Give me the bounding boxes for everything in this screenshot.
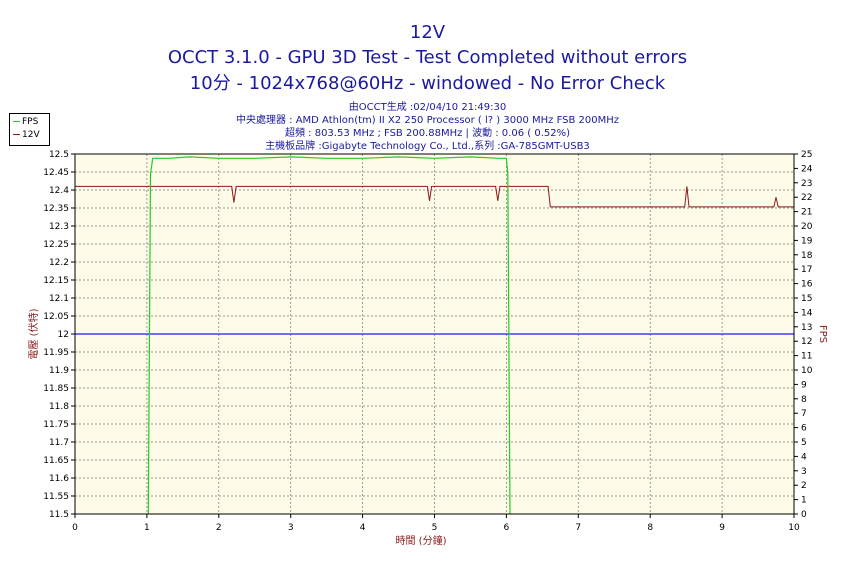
y-left-tick-label: 11.65 [43, 456, 69, 466]
y-right-tick-label: 21 [801, 208, 812, 218]
axis-ticks: 0 1 2 3 4 5 6 7 8 9 1011.511.5511.611.6511.711.751… [43, 150, 812, 533]
x-tick-label: 7 [575, 523, 581, 533]
y-right-tick-label: 10 [801, 366, 813, 376]
y-left-tick-label: 12.25 [43, 240, 69, 250]
legend-item-12v: 12V [13, 130, 40, 140]
x-tick-label: 4 [360, 523, 366, 533]
y-left-tick-label: 12.35 [43, 204, 69, 214]
info-overclock: 超頻 : 803.53 MHz ; FSB 200.88MHz | 波動 : 0… [284, 128, 570, 139]
y-left-tick-label: 11.6 [49, 474, 69, 484]
legend-swatch-fps [13, 121, 20, 122]
y-axis-right-label: FPS [817, 325, 828, 343]
y-left-tick-label: 12.3 [49, 222, 69, 232]
y-right-tick-label: 18 [801, 251, 813, 261]
x-tick-label: 10 [788, 523, 800, 533]
x-tick-label: 1 [144, 523, 150, 533]
y-right-tick-label: 8 [801, 395, 807, 405]
legend: FPS 12V [9, 113, 50, 146]
info-generated: 由OCCT生成 :02/04/10 21:49:30 [348, 102, 507, 113]
x-tick-label: 5 [432, 523, 438, 533]
legend-label-fps: FPS [22, 117, 39, 127]
y-right-tick-label: 3 [801, 467, 807, 477]
y-left-tick-label: 12.4 [49, 186, 69, 196]
y-right-tick-label: 24 [801, 164, 813, 174]
y-left-tick-label: 12.1 [49, 294, 69, 304]
y-right-tick-label: 16 [801, 280, 813, 290]
y-right-tick-label: 19 [801, 236, 813, 246]
y-right-tick-label: 14 [801, 308, 813, 318]
chart-subtitle-config: 10分 - 1024x768@60Hz - windowed - No Erro… [189, 73, 666, 94]
y-left-tick-label: 11.9 [49, 366, 69, 376]
y-right-tick-label: 15 [801, 294, 812, 304]
y-left-tick-label: 12.5 [49, 150, 69, 160]
legend-swatch-12v [13, 134, 20, 135]
y-left-tick-label: 11.55 [43, 492, 69, 502]
y-left-tick-label: 12.05 [43, 312, 69, 322]
info-motherboard: 主機板品牌 :Gigabyte Technology Co., Ltd.,系列 … [265, 141, 590, 152]
legend-item-fps: FPS [13, 117, 38, 127]
y-right-tick-label: 1 [801, 496, 807, 506]
legend-label-12v: 12V [22, 130, 40, 140]
y-left-tick-label: 11.95 [43, 348, 69, 358]
x-axis-label: 時間 (分鐘) [396, 534, 447, 547]
y-right-tick-label: 17 [801, 265, 812, 275]
y-left-tick-label: 11.7 [49, 438, 69, 448]
x-tick-label: 9 [719, 523, 725, 533]
series-line-12v [75, 185, 794, 208]
y-right-tick-label: 0 [801, 510, 807, 520]
y-right-tick-label: 9 [801, 380, 807, 390]
y-left-tick-label: 11.85 [43, 384, 69, 394]
x-tick-label: 8 [647, 523, 653, 533]
y-right-tick-label: 2 [801, 481, 807, 491]
x-tick-label: 0 [72, 523, 78, 533]
y-left-tick-label: 11.5 [49, 510, 69, 520]
y-left-tick-label: 12.2 [49, 258, 69, 268]
y-right-tick-label: 4 [801, 452, 807, 462]
y-right-tick-label: 22 [801, 193, 812, 203]
y-right-tick-label: 12 [801, 337, 812, 347]
x-tick-label: 3 [288, 523, 294, 533]
y-right-tick-label: 6 [801, 424, 807, 434]
info-cpu: 中央處理器 : AMD Athlon(tm) II X2 250 Process… [235, 115, 620, 126]
x-tick-label: 6 [504, 523, 510, 533]
chart-title: 12V [409, 22, 446, 43]
y-left-tick-label: 11.8 [49, 402, 69, 412]
y-right-tick-label: 20 [801, 222, 813, 232]
y-right-tick-label: 13 [801, 323, 812, 333]
y-axis-left-label: 電壓 (伏特) [27, 308, 40, 359]
y-left-tick-label: 12.15 [43, 276, 69, 286]
series-line-fps [147, 156, 511, 515]
x-tick-label: 2 [216, 523, 222, 533]
y-left-tick-label: 11.75 [43, 420, 69, 430]
y-left-tick-label: 12 [58, 330, 69, 340]
y-right-tick-label: 25 [801, 150, 812, 160]
chart-subtitle-test: OCCT 3.1.0 - GPU 3D Test - Test Complete… [167, 47, 688, 68]
y-right-tick-label: 23 [801, 179, 812, 189]
y-right-tick-label: 7 [801, 409, 807, 419]
y-left-tick-label: 12.45 [43, 168, 69, 178]
y-right-tick-label: 5 [801, 438, 807, 448]
y-right-tick-label: 11 [801, 352, 812, 362]
